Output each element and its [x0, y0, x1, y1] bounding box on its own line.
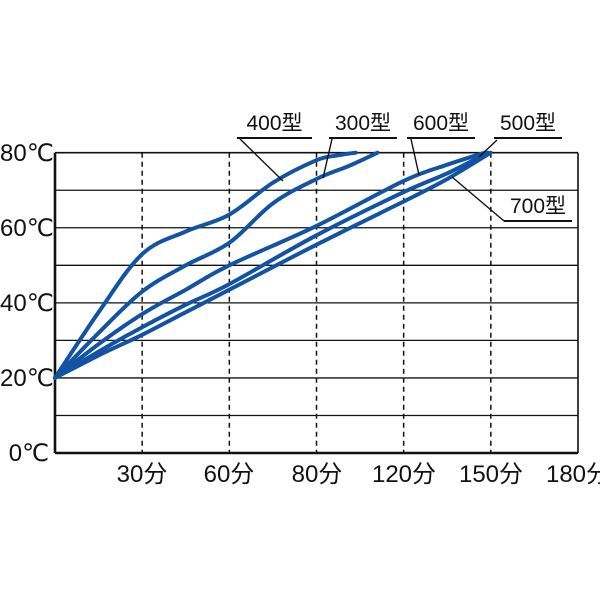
y-tick-label-60: 60℃: [0, 215, 54, 242]
curve-700型: [53, 150, 493, 380]
x-tick-label-180: 180分: [545, 461, 600, 488]
leader-line-400型: [239, 138, 284, 182]
y-tick-label-40: 40℃: [0, 290, 54, 317]
curve-500型: [53, 150, 490, 380]
series-label-500: 500型: [494, 112, 562, 139]
curve-400型: [53, 150, 358, 380]
leader-line-700型: [451, 176, 505, 222]
leader-line-600型: [410, 138, 420, 176]
leader-line-500型: [478, 139, 498, 158]
series-label-400: 400型: [237, 112, 312, 139]
x-tick-label-80: 80分: [291, 461, 343, 488]
x-tick-label-150: 150分: [458, 461, 524, 488]
series-label-600: 600型: [407, 112, 475, 139]
series-label-300: 300型: [329, 112, 397, 139]
y-tick-label-0: 0℃: [8, 440, 49, 467]
y-tick-label-80: 80℃: [0, 140, 54, 167]
x-tick-label-30: 30分: [116, 461, 168, 488]
x-tick-label-60: 60分: [203, 461, 255, 488]
series-label-700: 700型: [504, 195, 572, 222]
x-tick-label-120: 120分: [371, 461, 437, 488]
curve-300型: [53, 150, 380, 380]
leader-line-300型: [322, 138, 333, 179]
y-tick-label-20: 20℃: [0, 365, 54, 392]
curve-600型: [53, 150, 487, 380]
